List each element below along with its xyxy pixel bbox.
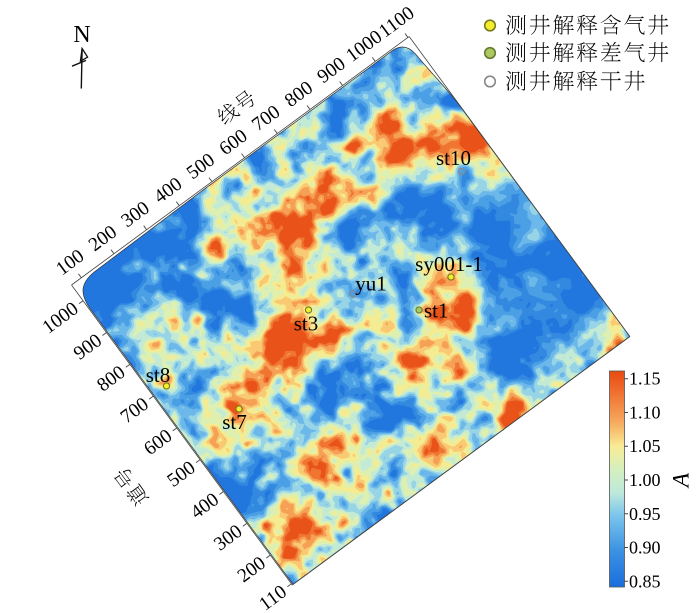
- svg-text:400: 400: [150, 174, 186, 208]
- svg-text:1000: 1000: [39, 298, 83, 338]
- svg-text:100: 100: [52, 246, 88, 280]
- svg-text:500: 500: [164, 457, 200, 491]
- svg-text:sy001-1: sy001-1: [415, 252, 483, 276]
- svg-text:1100: 1100: [375, 3, 418, 43]
- svg-text:700: 700: [117, 394, 153, 428]
- svg-text:110: 110: [256, 581, 291, 613]
- svg-text:500: 500: [183, 150, 219, 184]
- svg-text:300: 300: [118, 198, 154, 232]
- svg-text:600: 600: [216, 126, 252, 160]
- svg-text:yu1: yu1: [355, 272, 387, 296]
- svg-text:A: A: [669, 472, 695, 489]
- svg-text:1.15: 1.15: [629, 369, 661, 389]
- svg-text:1.10: 1.10: [629, 403, 661, 423]
- svg-text:200: 200: [234, 553, 270, 587]
- svg-text:1.00: 1.00: [629, 470, 661, 490]
- svg-text:st10: st10: [436, 146, 471, 170]
- svg-text:st3: st3: [294, 312, 319, 336]
- svg-text:900: 900: [70, 330, 106, 364]
- svg-text:0.95: 0.95: [629, 504, 661, 524]
- svg-text:st8: st8: [146, 363, 171, 387]
- svg-text:400: 400: [187, 489, 223, 523]
- svg-text:300: 300: [210, 521, 246, 555]
- svg-text:1.05: 1.05: [629, 436, 661, 456]
- svg-text:700: 700: [248, 102, 284, 136]
- svg-text:0.85: 0.85: [629, 571, 661, 591]
- svg-text:200: 200: [85, 222, 121, 256]
- svg-text:st1: st1: [424, 299, 449, 323]
- svg-text:900: 900: [314, 53, 350, 87]
- svg-text:800: 800: [281, 77, 317, 111]
- svg-text:st7: st7: [222, 410, 247, 434]
- svg-text:0.90: 0.90: [629, 538, 661, 558]
- svg-text:800: 800: [93, 362, 129, 396]
- svg-text:600: 600: [140, 426, 176, 460]
- svg-text:N: N: [73, 22, 90, 48]
